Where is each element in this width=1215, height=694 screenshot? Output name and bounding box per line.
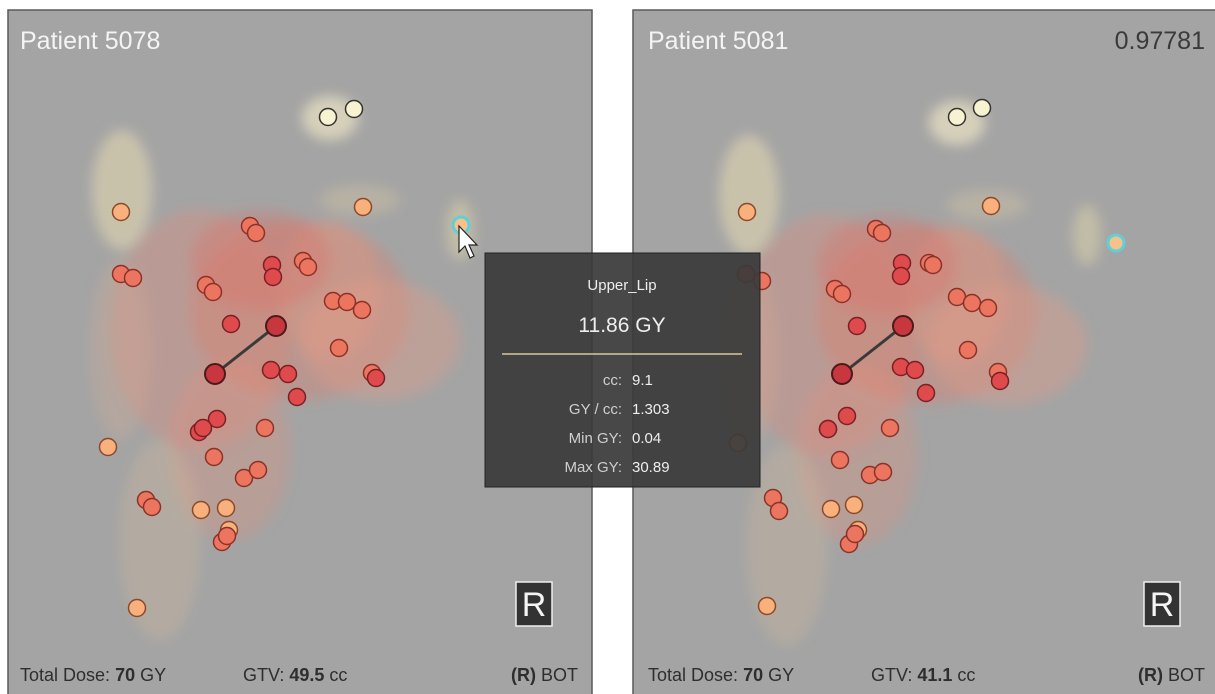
organ-dot bbox=[204, 447, 224, 467]
tooltip: Upper_Lip 11.86 GY cc: 9.1 GY / cc: 1.303 Mi… bbox=[484, 252, 761, 488]
organ-dot bbox=[98, 437, 118, 457]
organ-dot bbox=[847, 316, 867, 336]
organ-dot bbox=[261, 360, 281, 380]
organ-dot bbox=[203, 282, 223, 302]
organ-dot bbox=[872, 223, 892, 243]
organ-dot bbox=[287, 387, 307, 407]
organ-dot bbox=[769, 501, 789, 521]
organ-shape bbox=[797, 365, 917, 545]
organ-dot bbox=[958, 340, 978, 360]
organ-dot bbox=[818, 419, 838, 439]
organ-shape bbox=[170, 360, 290, 540]
tooltip-row-value: 30.89 bbox=[632, 459, 670, 476]
organ-dot bbox=[217, 526, 237, 546]
organ-dot bbox=[923, 255, 943, 275]
footer-dose: Total Dose: 70 GY bbox=[648, 665, 794, 685]
organ-dot bbox=[265, 315, 287, 337]
organ-dot bbox=[880, 418, 900, 438]
organ-dot[interactable] bbox=[1106, 233, 1126, 253]
organ-dot bbox=[353, 197, 373, 217]
organ-dot bbox=[255, 418, 275, 438]
panel-plot bbox=[717, 98, 1126, 645]
side-badge[interactable] bbox=[1143, 581, 1181, 627]
organ-dot bbox=[318, 107, 338, 127]
organ-dot bbox=[892, 315, 914, 337]
organ-dot bbox=[352, 300, 372, 320]
organ-dot bbox=[831, 363, 853, 385]
organ-shape bbox=[190, 210, 330, 310]
organ-dot bbox=[845, 524, 865, 544]
footer-dose: Total Dose: 70 GY bbox=[20, 665, 166, 685]
organ-shape bbox=[1073, 205, 1101, 265]
organ-dot bbox=[216, 498, 236, 518]
organ-dot bbox=[830, 450, 850, 470]
organ-dot bbox=[366, 368, 386, 388]
organ-dot bbox=[916, 383, 936, 403]
tooltip-row-label: cc: bbox=[603, 372, 622, 389]
organ-dot bbox=[246, 223, 266, 243]
organ-dot bbox=[193, 418, 213, 438]
organ-dot bbox=[990, 371, 1010, 391]
organ-dot bbox=[821, 499, 841, 519]
side-badge[interactable] bbox=[515, 581, 553, 627]
side-badge-label: R bbox=[1150, 586, 1175, 624]
organ-dot bbox=[873, 462, 893, 482]
organ-dot bbox=[962, 293, 982, 313]
organ-dot bbox=[832, 284, 852, 304]
organ-dot bbox=[278, 364, 298, 384]
tooltip-row-value: 9.1 bbox=[632, 372, 653, 389]
organ-dot bbox=[234, 468, 254, 488]
organ-dot bbox=[837, 406, 857, 426]
tooltip-row-label: Min GY: bbox=[569, 430, 622, 447]
organ-shape bbox=[90, 260, 150, 440]
organ-dot bbox=[191, 500, 211, 520]
organ-shape bbox=[817, 215, 957, 315]
tooltip-row-label: Max GY: bbox=[564, 459, 622, 476]
organ-dot bbox=[737, 202, 757, 222]
organ-dot bbox=[891, 266, 911, 286]
organ-dot bbox=[127, 598, 147, 618]
tooltip-row-value: 1.303 bbox=[632, 401, 670, 418]
organ-dot bbox=[344, 99, 364, 119]
footer-gtv: GTV: 41.1 cc bbox=[871, 665, 975, 685]
tooltip-row-value: 0.04 bbox=[632, 430, 661, 447]
organ-dot bbox=[123, 268, 143, 288]
tooltip-row-label: GY / cc: bbox=[569, 401, 622, 418]
organ-shape bbox=[120, 440, 200, 640]
organ-dot bbox=[757, 596, 777, 616]
tooltip-dose: 11.86 GY bbox=[578, 314, 665, 337]
organ-dot bbox=[142, 497, 162, 517]
organ-shapes bbox=[717, 101, 1101, 645]
organ-dot bbox=[207, 409, 227, 429]
footer-site: (R) BOT bbox=[511, 665, 578, 685]
organ-dot bbox=[337, 292, 357, 312]
link-line bbox=[214, 324, 277, 376]
side-badge-label: R bbox=[522, 586, 547, 624]
organ-dot bbox=[981, 196, 1001, 216]
cursor bbox=[458, 224, 479, 259]
organ-shape bbox=[719, 135, 779, 255]
organ-dot bbox=[844, 495, 864, 515]
panel-title: Patient 5081 bbox=[648, 27, 788, 55]
organ-dot bbox=[947, 107, 967, 127]
footer-gtv: GTV: 49.5 cc bbox=[243, 665, 347, 685]
organ-dot bbox=[204, 363, 226, 385]
organ-dot bbox=[111, 202, 131, 222]
tooltip-box bbox=[484, 252, 761, 488]
organ-dot bbox=[221, 314, 241, 334]
similarity-score: 0.97781 bbox=[1115, 27, 1205, 55]
tooltip-organ: Upper_Lip bbox=[587, 277, 656, 294]
organ-dot bbox=[905, 360, 925, 380]
organ-dot bbox=[248, 460, 268, 480]
organ-dot bbox=[978, 298, 998, 318]
organ-dot bbox=[329, 338, 349, 358]
organ-dot bbox=[972, 98, 992, 118]
footer-site: (R) BOT bbox=[1138, 665, 1205, 685]
panel-title: Patient 5078 bbox=[20, 27, 160, 55]
link-line bbox=[841, 324, 904, 376]
organ-shape bbox=[92, 130, 152, 250]
organ-dot bbox=[263, 267, 283, 287]
organ-dot bbox=[298, 257, 318, 277]
